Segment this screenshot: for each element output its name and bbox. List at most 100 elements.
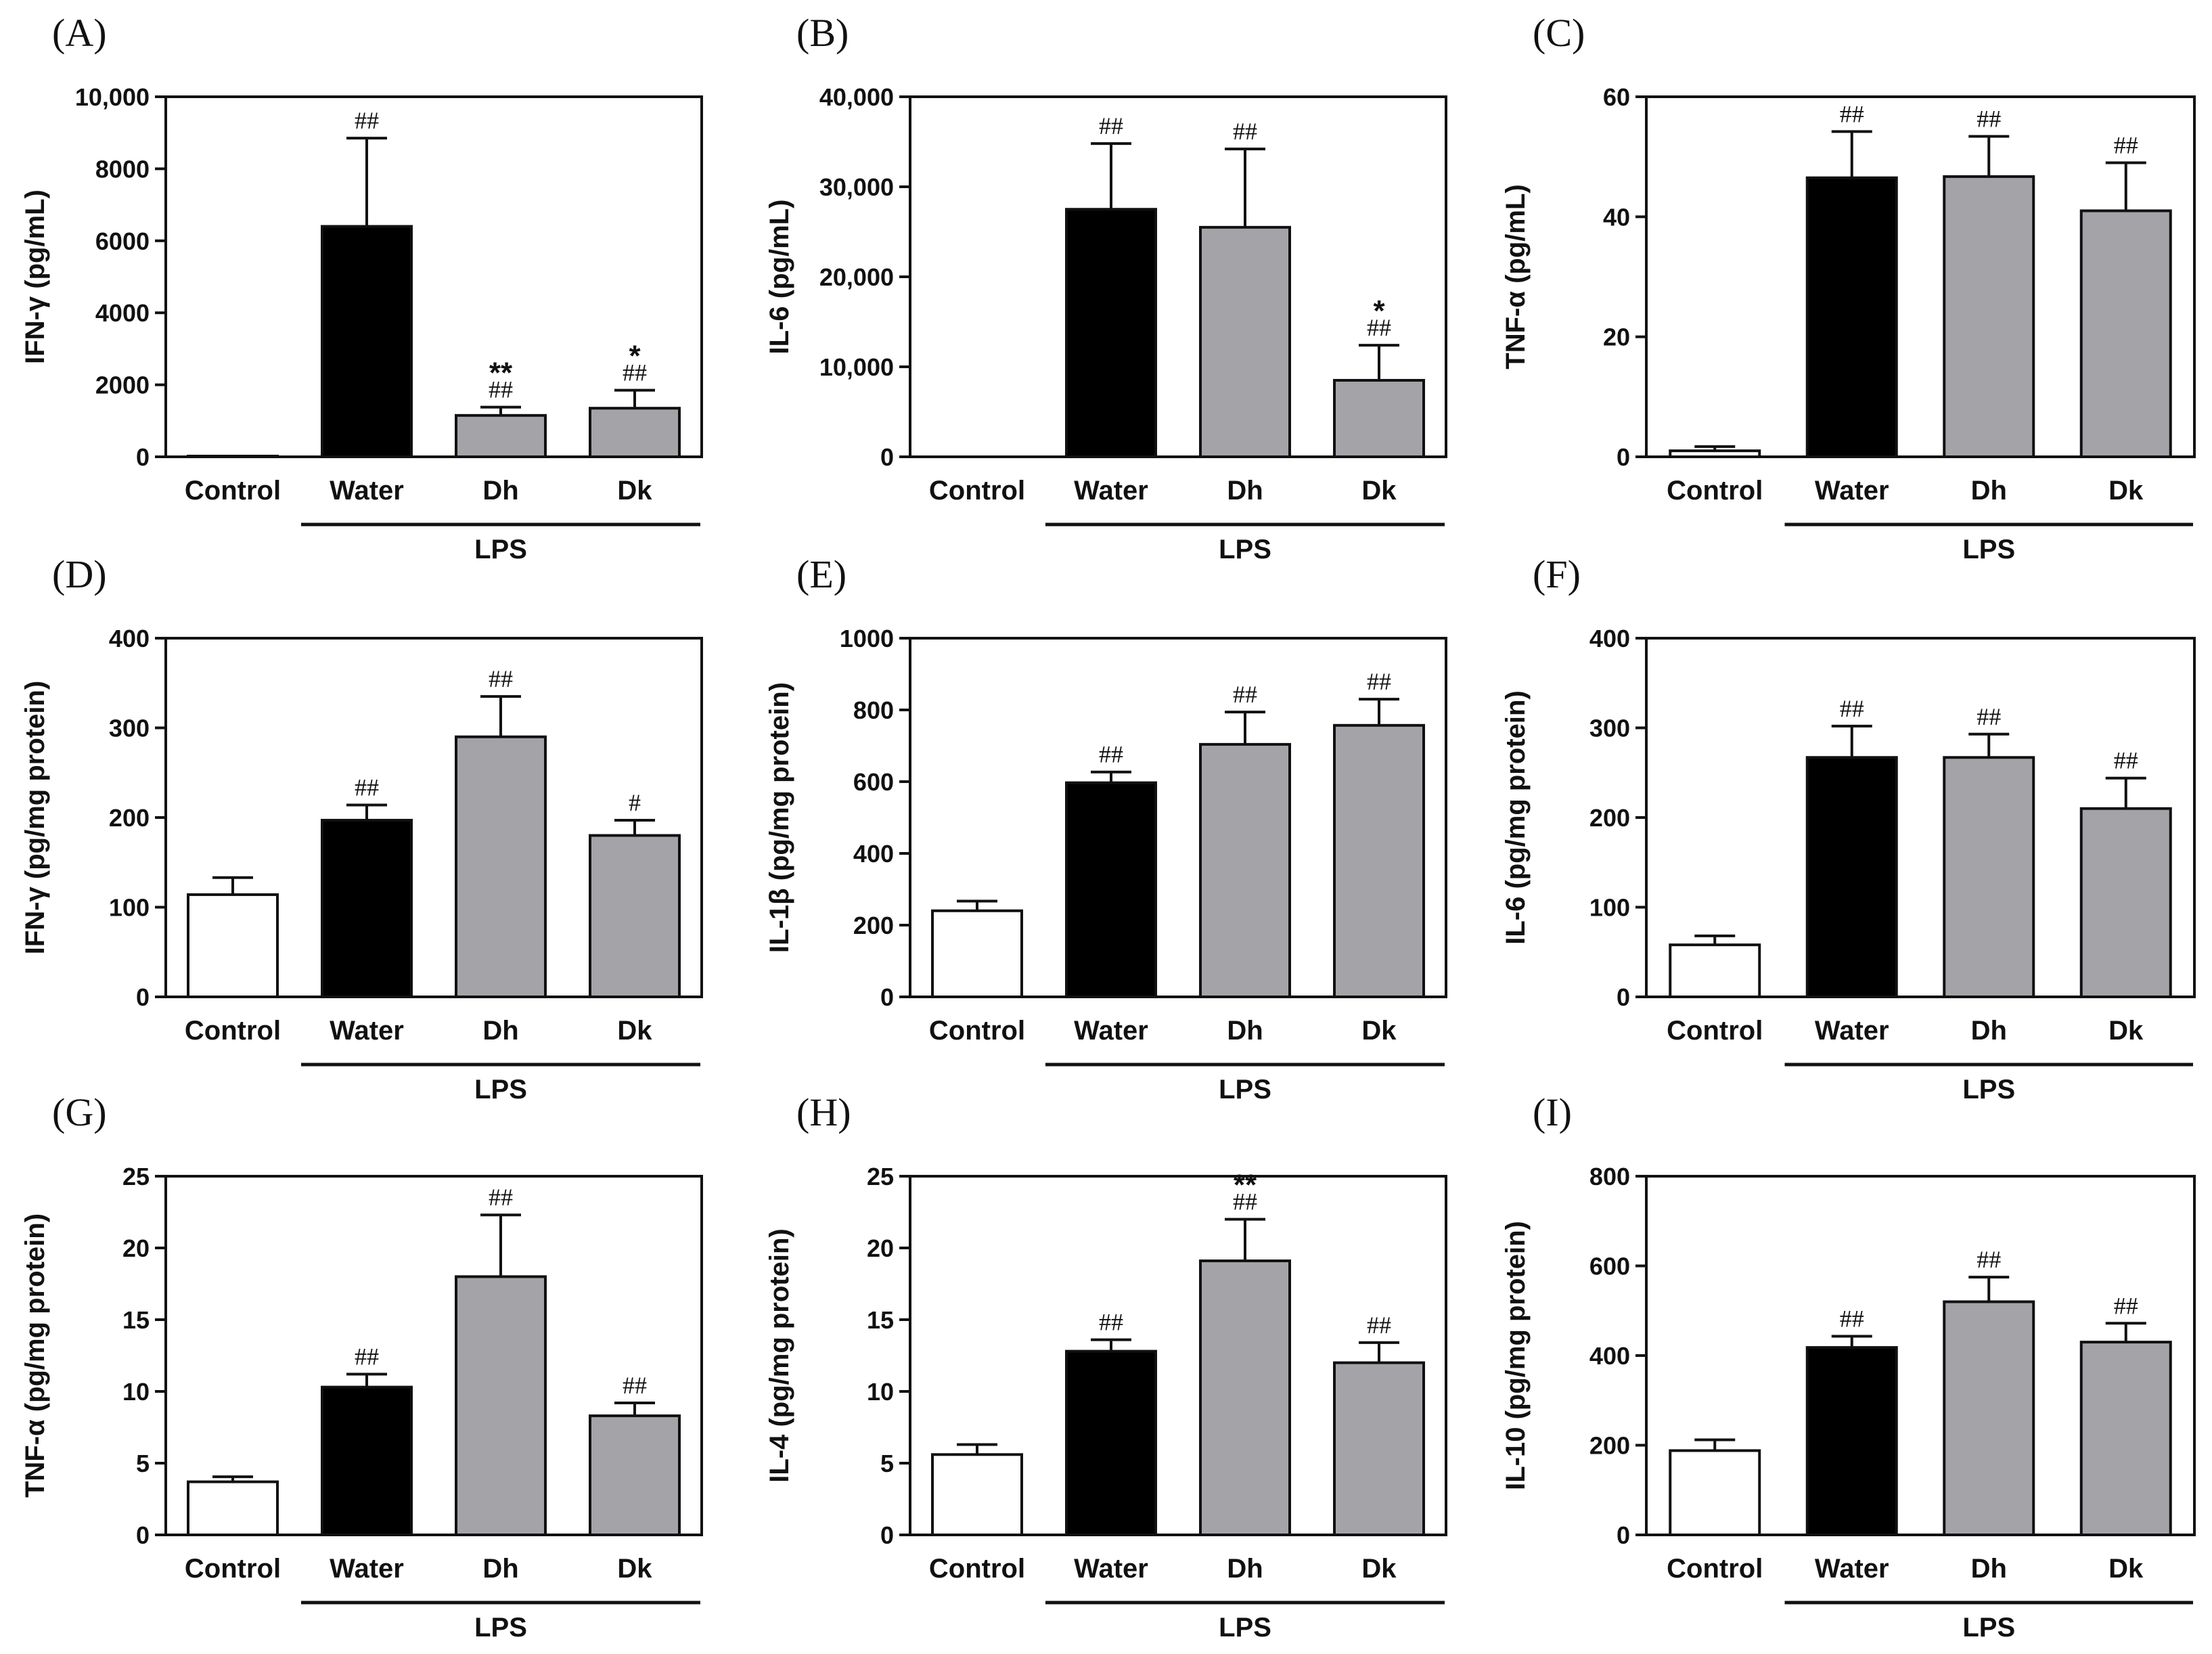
category-label: Water xyxy=(1074,1016,1148,1046)
y-tick-label: 30,000 xyxy=(819,173,894,201)
significance-hash: ## xyxy=(489,1184,513,1211)
chart-panel-1: (A) 0 2000 4000 6000 8000 10,000 IFN-γ (pg/mL) C… xyxy=(20,11,703,564)
category-label: Control xyxy=(185,1554,281,1584)
category-label: Dh xyxy=(482,1554,518,1584)
significance-hash: ## xyxy=(623,1372,647,1399)
chart-panel-4: (D) 0 100 200 300 400 IFN-γ (pg/mg protein) Con… xyxy=(20,552,703,1104)
category-label: Water xyxy=(1815,1016,1889,1046)
lps-group-label: LPS xyxy=(1219,1613,1271,1642)
significance-hash: ## xyxy=(489,376,513,403)
plot-frame xyxy=(164,1175,703,1536)
category-label: Dk xyxy=(617,476,652,506)
significance-hash: ## xyxy=(1977,1246,2001,1273)
bar-dh xyxy=(1199,225,1291,458)
panel-letter: (C) xyxy=(1533,11,1585,55)
panel-letter: (A) xyxy=(52,11,107,55)
bar-water xyxy=(321,1385,413,1536)
category-label: Water xyxy=(1074,1554,1148,1584)
category-label: Dh xyxy=(1227,1554,1263,1584)
bar-water xyxy=(321,818,413,998)
bar-control xyxy=(187,454,279,458)
bar-dh xyxy=(1943,756,2035,998)
y-tick-label: 25 xyxy=(867,1163,894,1190)
category-label: Dh xyxy=(1971,476,2007,506)
plot-frame xyxy=(909,1175,1447,1536)
panel-letter: (E) xyxy=(796,552,847,596)
y-tick-label: 0 xyxy=(1617,983,1630,1011)
category-label: Dk xyxy=(1361,476,1397,506)
significance-star: ** xyxy=(1234,1169,1257,1202)
y-tick-label: 6000 xyxy=(95,227,150,255)
category-label: Dk xyxy=(617,1016,652,1046)
y-tick-label: 100 xyxy=(1589,894,1630,922)
chart-panel-7: (G) 0 5 10 15 20 25 TNF-α (pg/mg protein) Contro… xyxy=(20,1090,703,1642)
y-axis-label: TNF-α (pg/mg protein) xyxy=(20,1213,50,1498)
lps-group-label: LPS xyxy=(474,1075,527,1104)
panel-letter: (I) xyxy=(1533,1090,1572,1134)
category-label: Dh xyxy=(1227,1016,1263,1046)
y-tick-label: 5 xyxy=(880,1450,894,1477)
bar-control xyxy=(931,909,1023,999)
y-tick-label: 200 xyxy=(1589,1432,1630,1460)
y-tick-label: 10,000 xyxy=(75,83,150,111)
significance-hash: ## xyxy=(1099,741,1123,768)
y-tick-label: 800 xyxy=(853,696,894,724)
y-tick-label: 400 xyxy=(109,625,150,652)
lps-group-label: LPS xyxy=(474,535,527,564)
lps-group-label: LPS xyxy=(1962,1613,2015,1642)
y-tick-label: 300 xyxy=(109,715,150,742)
y-tick-label: 0 xyxy=(880,1521,894,1549)
bar-dh xyxy=(1199,1259,1291,1536)
y-tick-label: 20 xyxy=(867,1234,894,1262)
panel-letter: (D) xyxy=(52,552,107,596)
y-tick-label: 8000 xyxy=(95,155,150,183)
panel-letter: (H) xyxy=(796,1090,851,1134)
significance-hash: ## xyxy=(1840,1305,1864,1333)
bar-control xyxy=(1669,449,1761,459)
panel-letter: (G) xyxy=(52,1090,107,1134)
category-label: Control xyxy=(185,1016,281,1046)
y-tick-label: 0 xyxy=(1617,443,1630,471)
y-tick-label: 600 xyxy=(1589,1253,1630,1280)
y-tick-label: 200 xyxy=(109,804,150,832)
category-label: Dh xyxy=(1971,1016,2007,1046)
y-tick-label: 0 xyxy=(136,1521,150,1549)
significance-hash: ## xyxy=(1977,703,2001,730)
y-tick-label: 20,000 xyxy=(819,263,894,291)
bar-dh xyxy=(455,414,547,459)
bar-control xyxy=(1669,943,1761,999)
category-label: Control xyxy=(185,476,281,506)
significance-hash: ## xyxy=(1367,668,1391,695)
y-tick-label: 200 xyxy=(853,912,894,939)
y-axis-label: IL-6 (pg/mg protein) xyxy=(1501,690,1531,945)
chart-panel-9: (I) 0 200 400 600 800 IL-10 (pg/mg protein) Con… xyxy=(1501,1090,2196,1642)
bar-water xyxy=(1065,1349,1157,1536)
y-axis-label: IL-6 (pg/mL) xyxy=(765,200,794,355)
bar-control xyxy=(187,1480,279,1537)
chart-panel-5: (E) 0 200 400 600 800 1000 IL-1β (pg/mg protein… xyxy=(765,552,1447,1104)
y-tick-label: 40 xyxy=(1603,203,1630,231)
y-tick-label: 0 xyxy=(880,443,894,471)
bar-dk xyxy=(1333,723,1425,999)
y-tick-label: 400 xyxy=(1589,1342,1630,1370)
bar-dk xyxy=(589,407,681,458)
category-label: Dk xyxy=(1361,1016,1397,1046)
significance-hash: ## xyxy=(1233,1188,1257,1215)
y-tick-label: 20 xyxy=(122,1234,150,1262)
category-label: Water xyxy=(330,1016,404,1046)
y-tick-label: 60 xyxy=(1603,83,1630,111)
y-tick-label: 400 xyxy=(1589,625,1630,652)
significance-star: ** xyxy=(489,357,513,390)
significance-hash: ## xyxy=(2114,747,2138,774)
bar-water xyxy=(1065,208,1157,458)
bar-dk xyxy=(2079,209,2172,458)
bar-dh xyxy=(1943,175,2035,458)
y-axis-label: IFN-γ (pg/mL) xyxy=(20,189,50,364)
category-label: Dk xyxy=(617,1554,652,1584)
significance-hash: ## xyxy=(1233,118,1257,145)
lps-group-label: LPS xyxy=(1962,535,2015,564)
y-tick-label: 600 xyxy=(853,768,894,796)
category-label: Water xyxy=(330,476,404,506)
significance-hash: ## xyxy=(2114,132,2138,159)
y-tick-label: 0 xyxy=(1617,1521,1630,1549)
